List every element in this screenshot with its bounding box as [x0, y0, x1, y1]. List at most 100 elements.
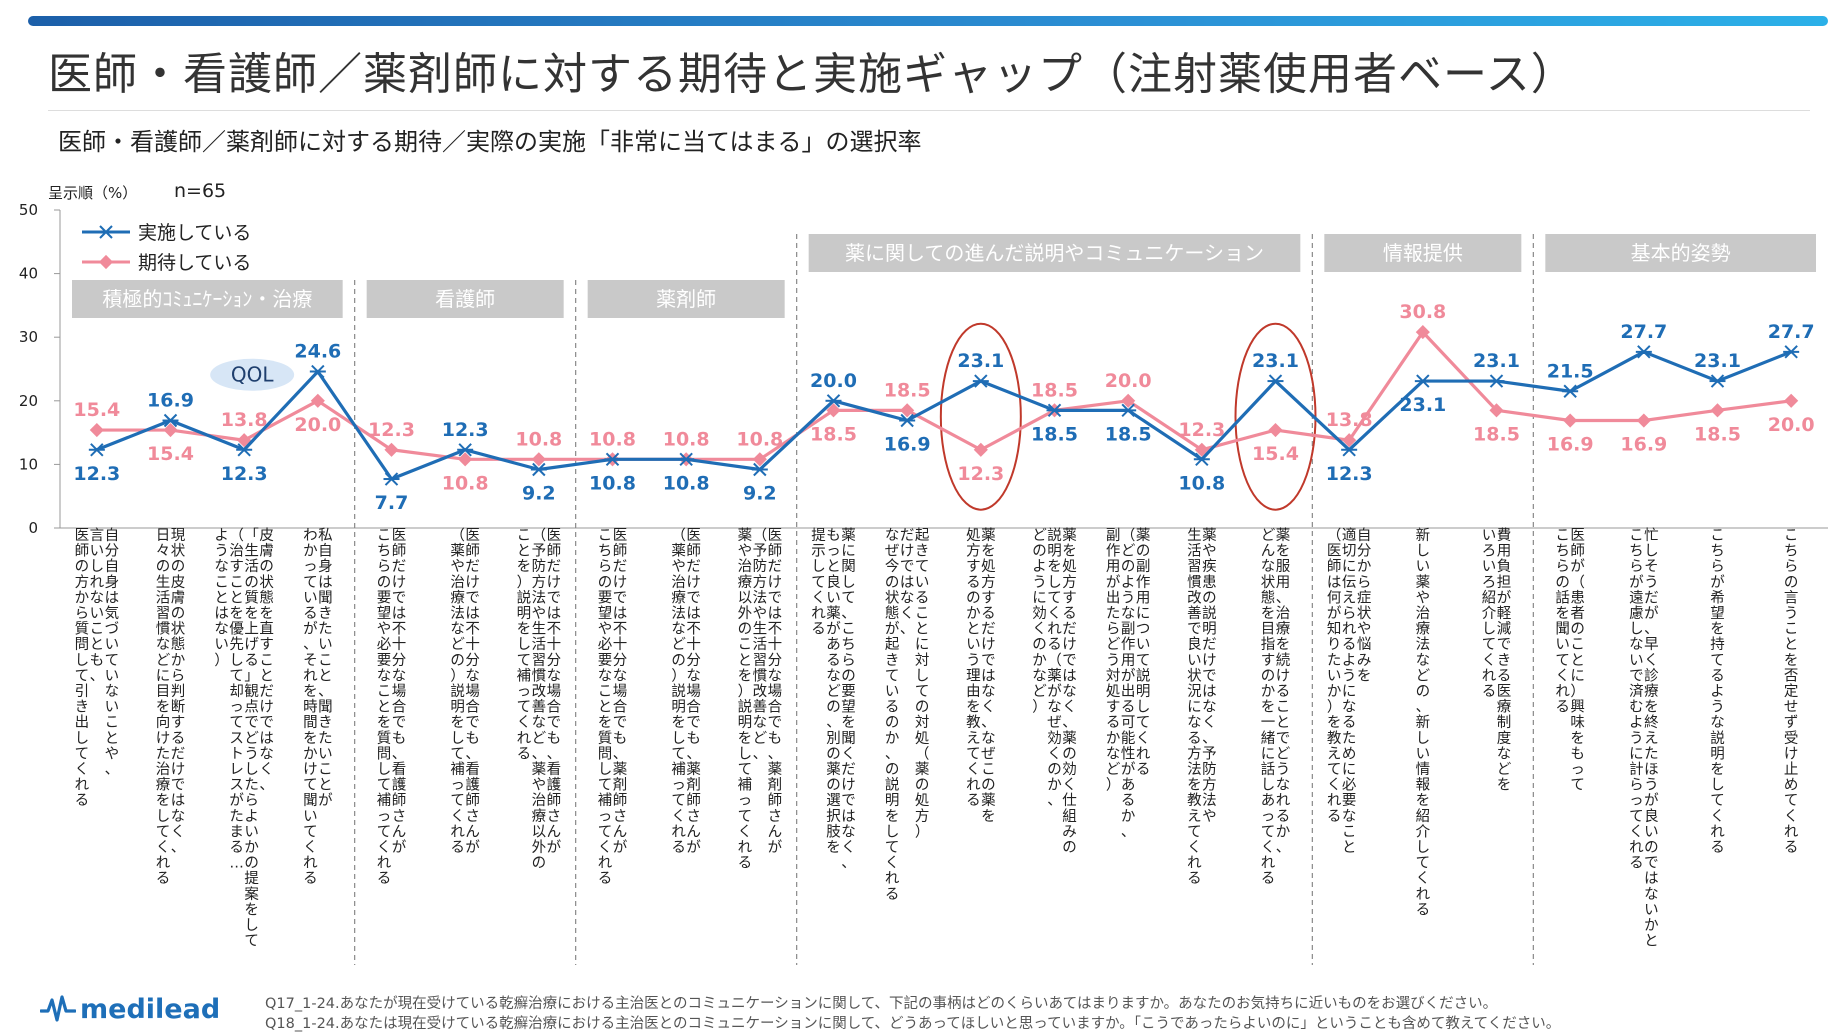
- category-label-char: 法: [450, 605, 465, 622]
- category-label-char: ち: [841, 636, 856, 653]
- category-label-char: 生: [532, 621, 547, 638]
- category-label-char: は: [465, 606, 480, 622]
- category-label-char: 外: [532, 839, 547, 856]
- category-label-char: ら: [1629, 559, 1644, 575]
- category-label-char: 遠: [1629, 589, 1644, 606]
- category-label-char: を: [1570, 730, 1585, 747]
- category-label-char: 身: [318, 558, 333, 575]
- category-label-char: 護: [547, 777, 562, 794]
- category-label-char: （: [1047, 652, 1062, 669]
- category-label-char: さ: [686, 808, 701, 825]
- category-label-char: と: [517, 544, 532, 560]
- category-label-char: て: [244, 934, 259, 950]
- category-label-char: 説: [1710, 730, 1725, 747]
- category-label-char: く: [75, 762, 90, 778]
- category-label-char: で: [981, 653, 996, 669]
- category-label-char: 目: [1261, 622, 1276, 638]
- data-label-implemented: 16.9: [884, 434, 931, 456]
- category-label-char: か: [1327, 683, 1342, 700]
- category-label-char: 知: [1327, 621, 1342, 638]
- category-label-char: け: [1784, 746, 1799, 762]
- category-label-char: が: [1327, 605, 1342, 622]
- category-label-char: ら: [1357, 575, 1372, 591]
- data-point-expected: [1636, 413, 1651, 428]
- category-label-char: 生: [1187, 527, 1202, 544]
- category-label-char: 明: [738, 715, 753, 731]
- category-label-char: が: [1644, 605, 1659, 622]
- category-label-char: 言: [90, 527, 105, 544]
- data-point-expected: [1784, 393, 1799, 408]
- category-label-char: 上: [244, 621, 259, 638]
- category-label: 日々の生活習慣などに目を向けた治療をしてくれる現状の皮膚の状態から判断するだけで…: [156, 528, 186, 887]
- category-label-char: て: [75, 668, 90, 684]
- category-label-char: し: [1261, 778, 1276, 794]
- category-label-char: 理: [966, 668, 981, 684]
- category-label-char: 明: [1136, 684, 1151, 700]
- category-label-char: も: [1570, 745, 1585, 762]
- category-label-char: 治: [1416, 605, 1431, 622]
- data-label-implemented: 18.5: [1105, 423, 1152, 445]
- category-label-char: 副: [1136, 558, 1151, 575]
- category-label-char: 持: [1710, 636, 1725, 653]
- category-label-char: こ: [915, 606, 930, 622]
- category-label-char: で: [547, 590, 562, 606]
- category-label-char: が: [229, 792, 244, 809]
- category-label-char: 処: [915, 730, 930, 747]
- category-label-char: に: [1136, 606, 1151, 622]
- category-label-char: 分: [768, 652, 783, 669]
- category-label-char: て: [1710, 653, 1725, 669]
- category-label-char: だ: [686, 559, 701, 575]
- category-label-char: よ: [1629, 715, 1644, 731]
- category-label-char: 用: [1121, 653, 1136, 669]
- category-label-char: 情: [1416, 761, 1431, 778]
- category-label-char: こ: [598, 684, 613, 700]
- category-label-char: れ: [1276, 792, 1291, 809]
- category-label-char: ほ: [1644, 762, 1659, 778]
- category-label-char: の: [1555, 575, 1570, 591]
- category-label-char: け: [156, 731, 171, 747]
- category-label-char: 方: [966, 543, 981, 560]
- data-point-expected: [1489, 403, 1504, 418]
- data-point-implemented: [530, 462, 547, 477]
- category-label-char: 適: [1342, 526, 1357, 544]
- category-label-char: 師: [1327, 558, 1342, 575]
- category-label-char: 薬: [1062, 527, 1077, 544]
- category-label-char: 活: [1187, 543, 1202, 560]
- category-label-char: し: [1416, 731, 1431, 747]
- category-label-char: 出: [1106, 589, 1121, 606]
- category-label-char: く: [1047, 606, 1062, 622]
- category-label-char: 用: [1106, 559, 1121, 575]
- category-label-char: を: [598, 714, 613, 731]
- category-label-char: い: [1644, 902, 1659, 918]
- logo-text: medilead: [80, 993, 221, 1025]
- category-label-char: こ: [214, 575, 229, 591]
- category-label-char: や: [105, 745, 120, 762]
- category-label-char: 私: [318, 527, 333, 544]
- category-label-char: な: [1342, 699, 1357, 716]
- category-label-char: う: [966, 653, 981, 669]
- category-label-char: 新: [1416, 527, 1431, 544]
- category-label-char: っ: [738, 793, 753, 809]
- category-label-char: 剤: [613, 777, 628, 794]
- category-label-char: 師: [768, 543, 783, 560]
- category-label-char: れ: [517, 730, 532, 747]
- category-label-char: ど: [671, 636, 686, 653]
- category-label-char: 医: [547, 528, 562, 544]
- category-label-char: な: [450, 621, 465, 638]
- category-label-char: も: [826, 527, 841, 544]
- category-label-char: つ: [1136, 622, 1151, 638]
- category-label-char: 医: [1327, 544, 1342, 560]
- category-label-char: 生: [753, 621, 768, 638]
- category-label-char: 処: [1106, 683, 1121, 700]
- category-label-char: 場: [613, 683, 628, 700]
- category-label-char: え: [1644, 731, 1659, 747]
- legend-marker: [98, 254, 114, 270]
- category-label-char: 分: [105, 543, 120, 560]
- chart-subtitle: 医師・看護師／薬剤師に対する期待／実際の実施「非常に当てはまる」の選択率: [58, 128, 922, 156]
- category-label-char: 望: [598, 605, 613, 622]
- legend-label: 期待している: [138, 252, 251, 274]
- category-label-char: 味: [1570, 714, 1585, 731]
- category-label-char: て: [377, 778, 392, 794]
